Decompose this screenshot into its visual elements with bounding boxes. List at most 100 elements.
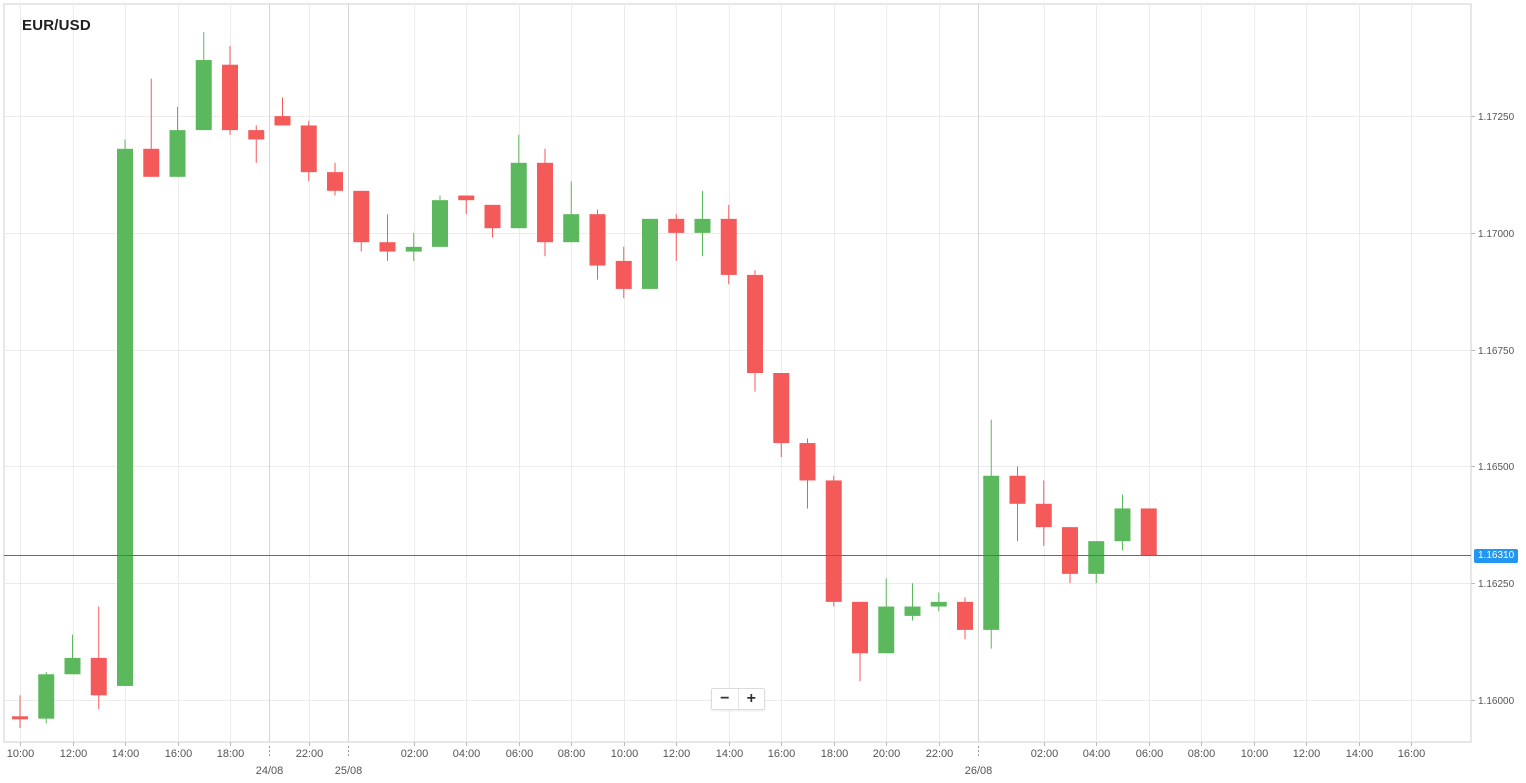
- candle-body: [1035, 503, 1052, 528]
- candle-body: [222, 64, 238, 131]
- candle-down: [589, 209, 606, 280]
- candle-up: [432, 195, 448, 247]
- x-tick-label: 08:00: [558, 748, 586, 760]
- candle-down: [143, 78, 160, 177]
- x-tick-label: 10:00: [1241, 748, 1269, 760]
- candle-body: [563, 214, 580, 243]
- y-tick-label: 1.16750: [1478, 346, 1515, 357]
- candle-up: [930, 592, 947, 612]
- candle-down: [720, 204, 737, 285]
- candle-body: [38, 674, 55, 719]
- candle-down: [274, 97, 291, 126]
- x-tick-label: 18:00: [821, 748, 849, 760]
- x-tick-label: 12:00: [60, 748, 88, 760]
- candle-body: [12, 716, 28, 720]
- x-tick-label: 22:00: [926, 748, 954, 760]
- x-tick-label: 20:00: [873, 748, 901, 760]
- candle-down: [90, 606, 107, 710]
- candle-down: [484, 204, 501, 238]
- x-tick-label: 22:00: [296, 748, 324, 760]
- candle-body: [642, 218, 658, 289]
- candle-body: [458, 195, 475, 201]
- candle-body: [353, 190, 370, 243]
- candle-down: [799, 438, 816, 509]
- x-tick-label: 02:00: [401, 748, 429, 760]
- candle-up: [563, 181, 580, 243]
- candle-down: [615, 246, 632, 299]
- y-tick-label: 1.17000: [1478, 229, 1515, 240]
- candle-down: [537, 148, 553, 257]
- y-tick-label: 1.16000: [1478, 696, 1515, 707]
- x-tick-label: 04:00: [453, 748, 481, 760]
- candle-body: [668, 218, 685, 233]
- x-tick-label: 16:00: [1398, 748, 1426, 760]
- x-tick-label: 14:00: [112, 748, 140, 760]
- candle-up: [983, 419, 1000, 649]
- candle-up: [195, 32, 212, 131]
- candle-up: [64, 634, 81, 675]
- candle-down: [248, 125, 265, 163]
- date-label: 25/08: [335, 765, 363, 777]
- candle-body: [1140, 508, 1157, 556]
- x-tick-label: 18:00: [217, 748, 245, 760]
- candle-body: [1088, 541, 1105, 574]
- candle-down: [12, 695, 28, 728]
- y-tick-label: 1.16500: [1478, 462, 1515, 473]
- candle-body: [274, 116, 291, 126]
- candle-body: [615, 260, 632, 289]
- zoom-out-button[interactable]: −: [720, 690, 730, 707]
- plot-frame: [3, 3, 1472, 743]
- date-label: 26/08: [965, 765, 993, 777]
- candle-up: [405, 232, 422, 261]
- candle-up: [642, 218, 658, 289]
- x-tick-label: 14:00: [716, 748, 744, 760]
- candle-down: [1035, 480, 1052, 546]
- candle-body: [983, 475, 1000, 630]
- candle-body: [747, 274, 763, 373]
- candle-body: [300, 125, 317, 173]
- candle-body: [327, 172, 343, 191]
- candle-body: [773, 373, 790, 444]
- current-price-label: 1.16310: [1474, 548, 1519, 563]
- candle-body: [825, 480, 842, 602]
- candle-down: [825, 475, 842, 607]
- candle-body: [432, 200, 448, 247]
- date-label: 24/08: [256, 765, 284, 777]
- candle-body: [169, 130, 186, 177]
- candle-body: [143, 148, 160, 177]
- y-tick-label: 1.16250: [1478, 579, 1515, 590]
- candle-down: [852, 601, 868, 682]
- candle-up: [694, 190, 711, 257]
- x-tick-label: 12:00: [1293, 748, 1321, 760]
- candle-body: [1114, 508, 1131, 542]
- candle-down: [668, 214, 685, 261]
- candle-body: [484, 204, 501, 229]
- candle-down: [353, 190, 370, 252]
- candle-body: [379, 242, 396, 252]
- candle-up: [117, 139, 133, 686]
- candle-down: [222, 46, 238, 135]
- zoom-in-button[interactable]: +: [737, 689, 765, 709]
- candle-body: [1062, 527, 1078, 574]
- candle-body: [537, 162, 553, 243]
- candle-body: [694, 218, 711, 233]
- chart-title: EUR/USD: [22, 17, 91, 34]
- x-tick-label: 06:00: [1136, 748, 1164, 760]
- x-tick-label: 16:00: [768, 748, 796, 760]
- candle-body: [589, 214, 606, 266]
- candle-body: [117, 148, 133, 686]
- candle-body: [720, 218, 737, 275]
- candle-body: [64, 657, 81, 675]
- candle-down: [300, 120, 317, 182]
- candle-down: [1140, 508, 1157, 556]
- candle-up: [510, 134, 527, 229]
- candle-up: [1088, 541, 1105, 584]
- x-tick-label: 04:00: [1083, 748, 1111, 760]
- zoom-control: − +: [711, 688, 765, 710]
- candle-down: [327, 162, 343, 196]
- candle-body: [510, 162, 527, 229]
- candle-body: [930, 601, 947, 607]
- x-tick-label: 06:00: [506, 748, 534, 760]
